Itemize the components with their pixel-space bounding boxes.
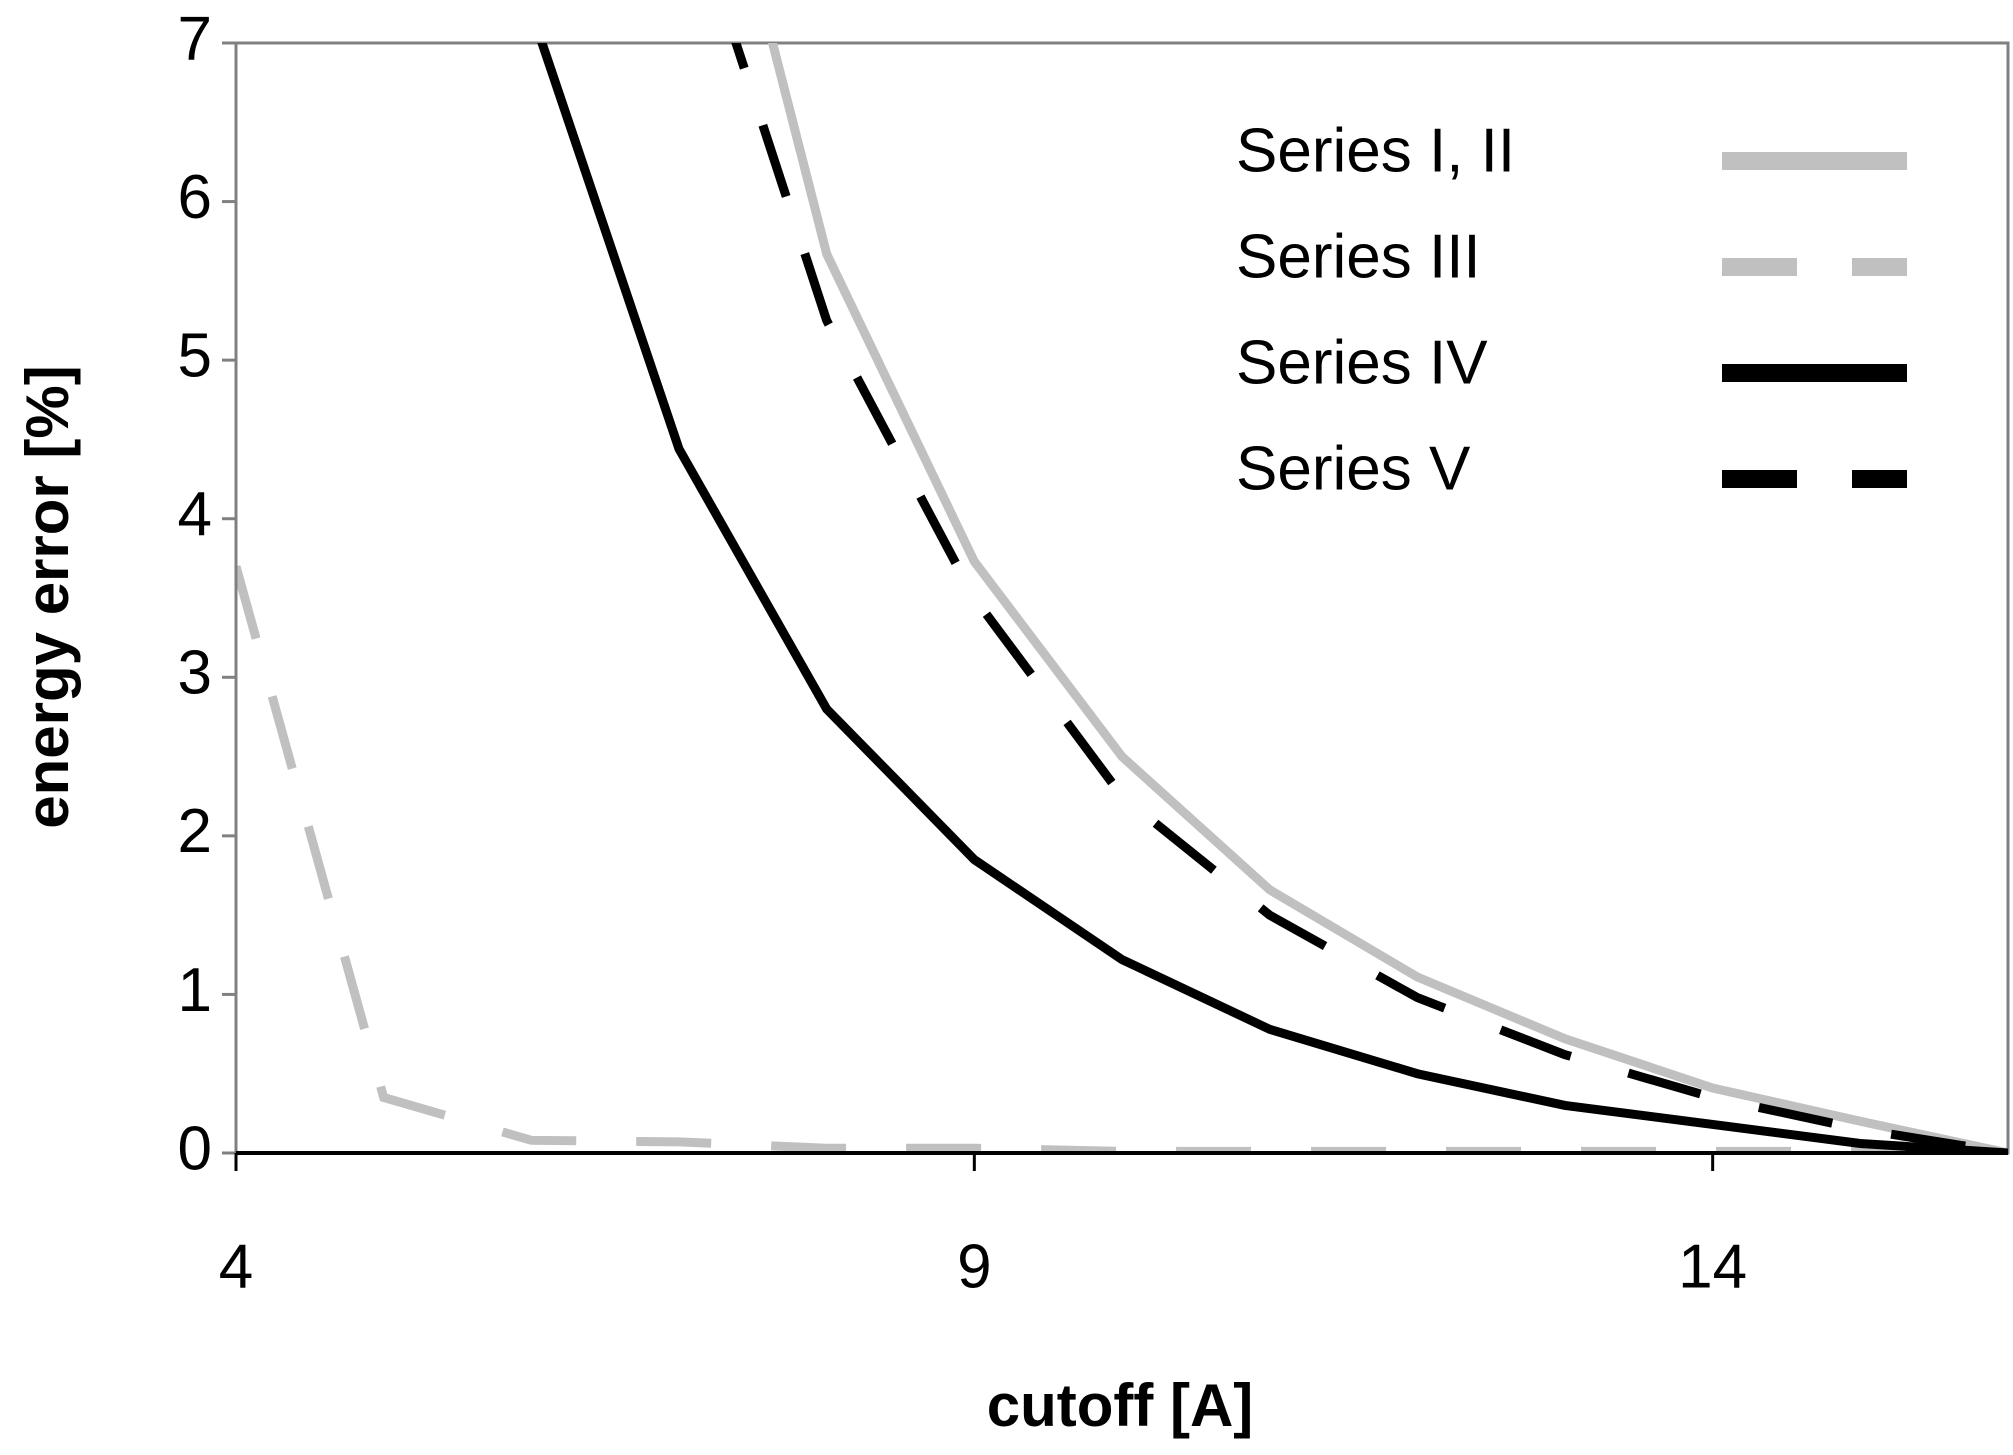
series-line: [731, 43, 2008, 1153]
plot-lines: [236, 43, 2008, 1153]
y-tick-label: 2: [178, 797, 212, 866]
x-tick-label: 4: [219, 1232, 253, 1301]
series-line: [537, 43, 2008, 1153]
series-line: [236, 565, 2008, 1153]
y-tick-label: 1: [178, 956, 212, 1025]
y-tick-label: 3: [178, 639, 212, 708]
plot-frame: [234, 41, 2010, 1155]
y-tick-label: 4: [178, 480, 212, 549]
x-tick-label: 9: [957, 1232, 991, 1301]
legend-label: Series V: [1236, 434, 1471, 503]
y-axis-title: energy error [%]: [14, 365, 81, 828]
legend-label: Series IV: [1236, 328, 1488, 397]
x-tick-label: 14: [1678, 1232, 1747, 1301]
legend-label: Series I, II: [1236, 116, 1515, 185]
legend-label: Series III: [1236, 222, 1481, 291]
y-tick-label: 5: [178, 322, 212, 391]
y-tick-label: 7: [178, 4, 212, 73]
y-tick-label: 0: [178, 1114, 212, 1183]
x-axis-title: cutoff [A]: [987, 1372, 1254, 1439]
series-line: [767, 43, 2008, 1153]
y-tick-label: 6: [178, 163, 212, 232]
